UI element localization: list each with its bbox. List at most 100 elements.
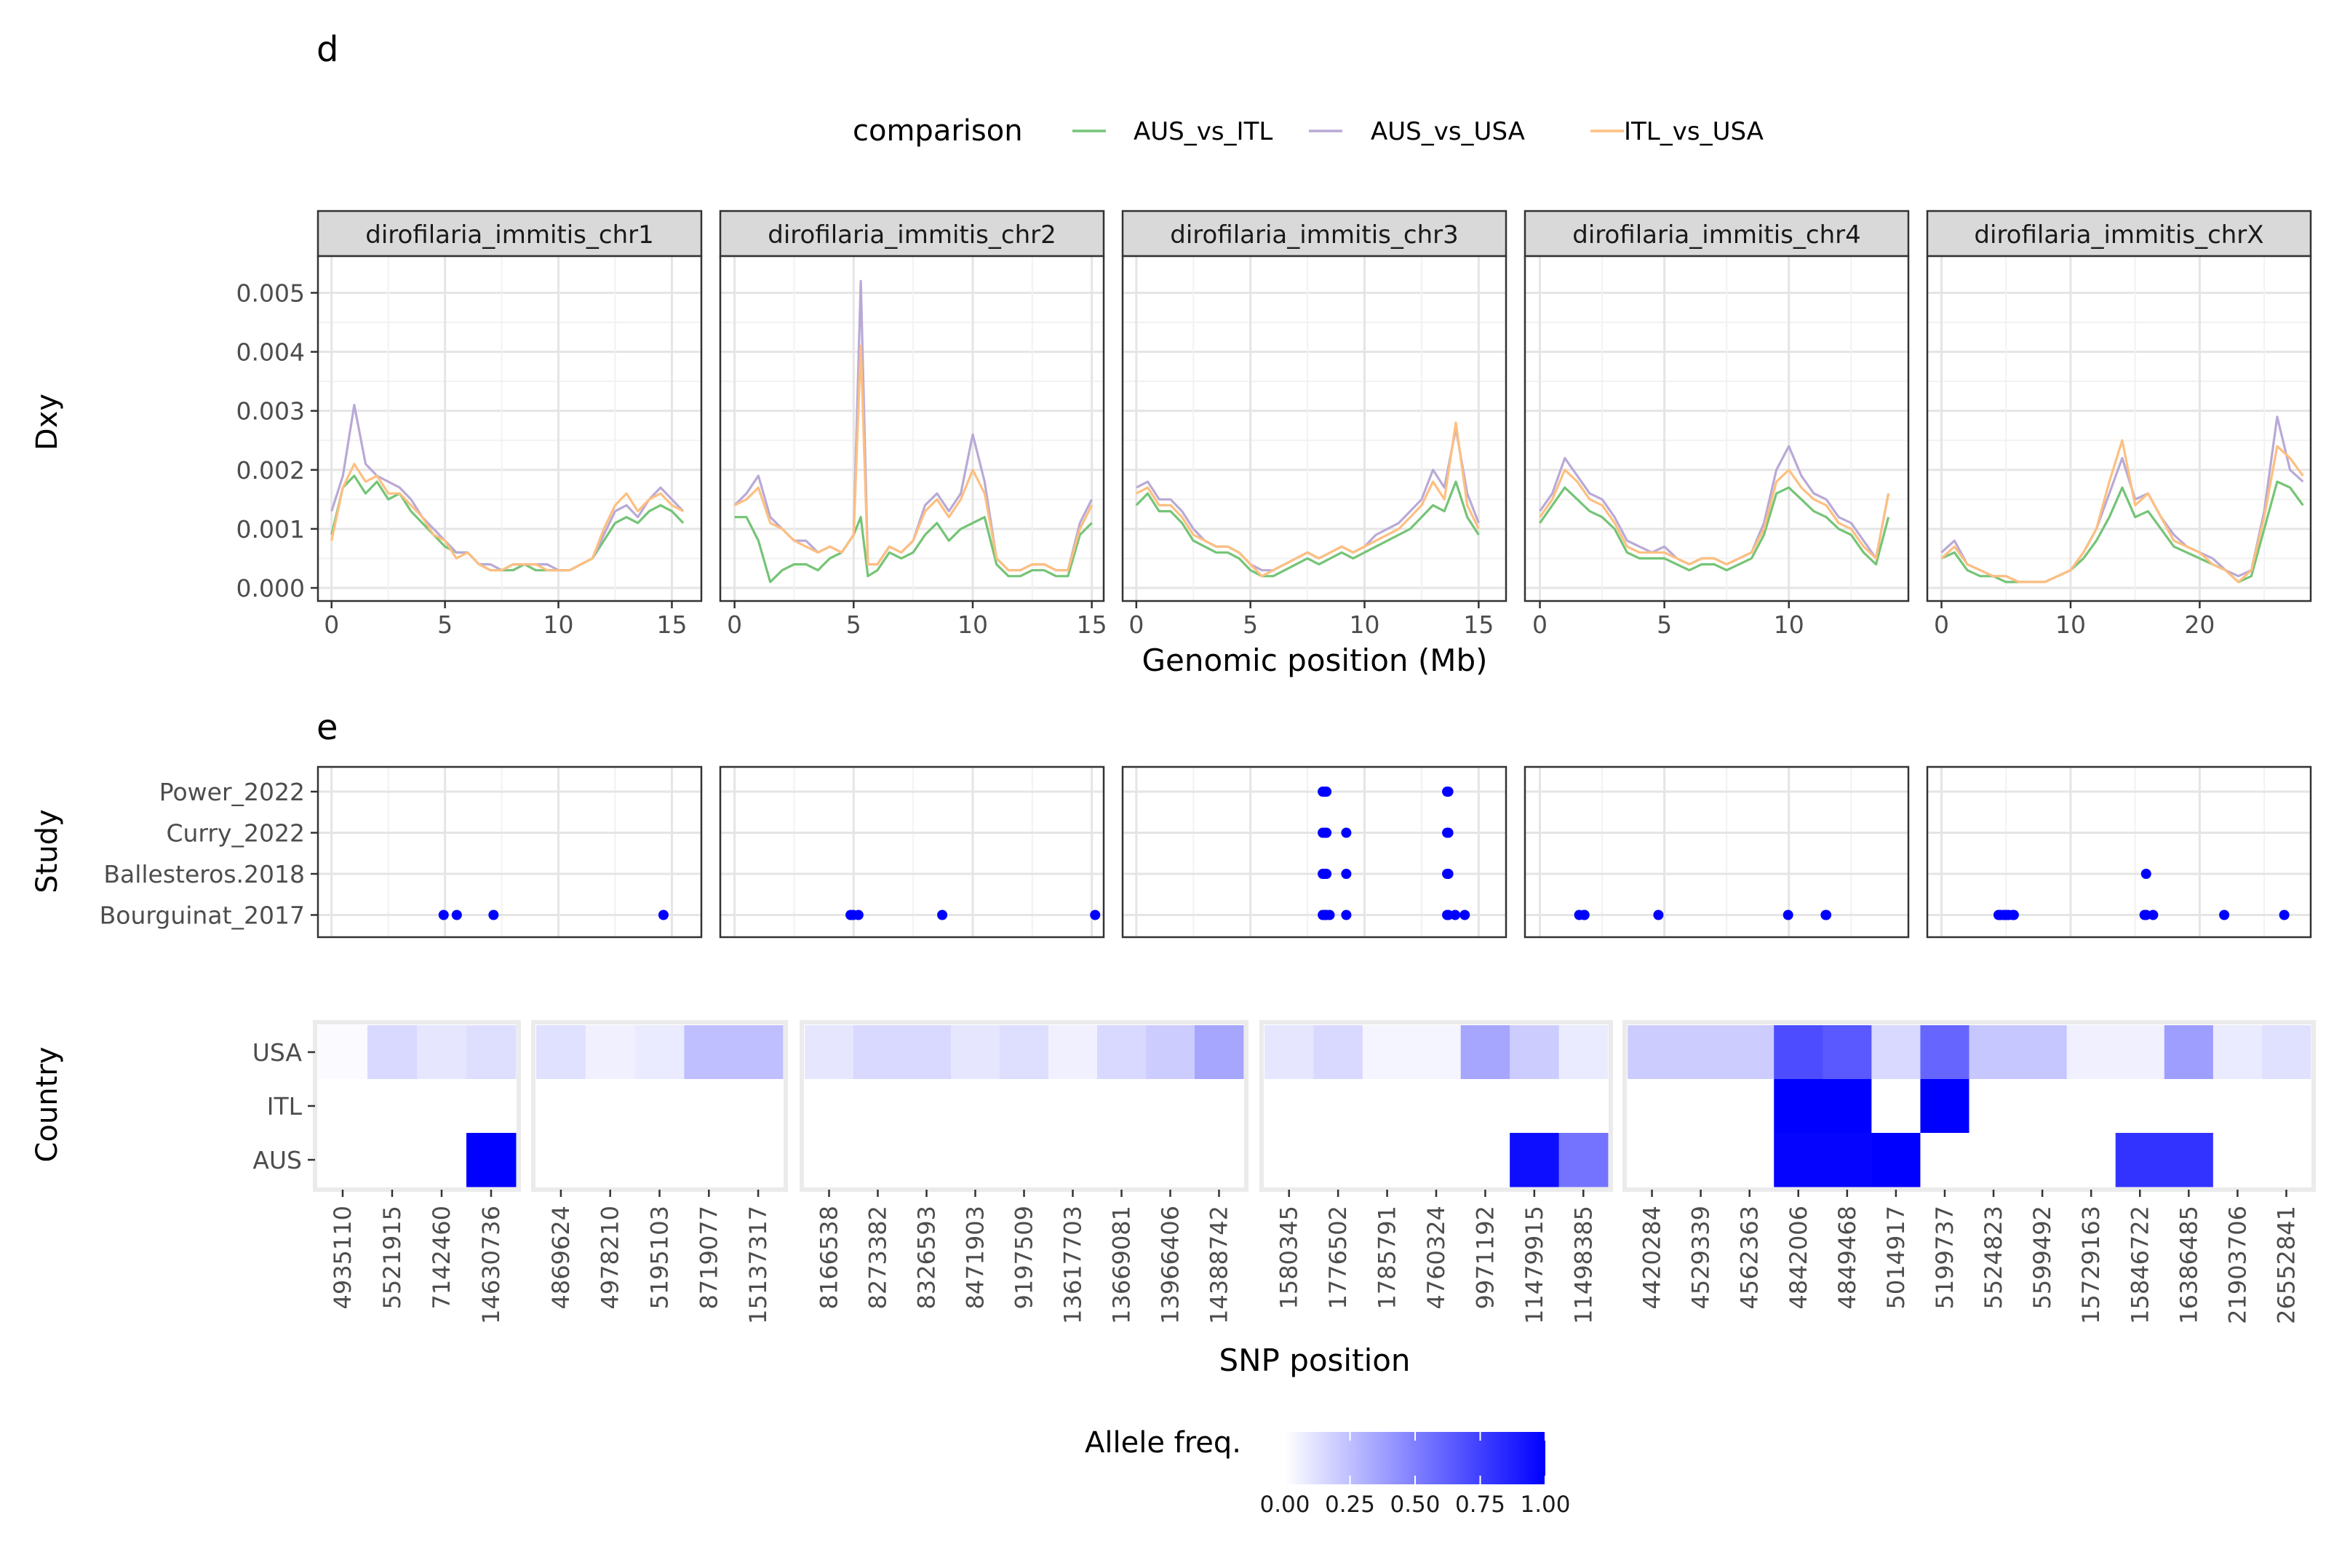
series-line-aus-vs-itl: [330, 474, 685, 572]
heatmap-cell: [684, 1133, 734, 1187]
snp-position-label: 15846722: [2126, 1206, 2154, 1324]
y-tick-label: 0.001: [236, 515, 305, 544]
plot-background: [1927, 767, 2311, 937]
heatmap-cell: [902, 1133, 952, 1187]
study-snp-point: [2140, 910, 2151, 920]
heatmap-cell: [367, 1079, 418, 1134]
heatmap-cell: [1774, 1079, 1823, 1134]
heatmap-cell: [902, 1025, 952, 1080]
heatmap-cell: [684, 1079, 734, 1134]
series-line-aus-vs-itl: [1940, 480, 2304, 584]
study-snp-point: [2279, 910, 2290, 920]
study-snp-point: [1321, 827, 1332, 838]
colorbar-tick-label: 0.50: [1390, 1492, 1440, 1518]
study-snp-point: [1341, 910, 1352, 920]
dxy-facet: dirofilaria_immitis_chr4 0 5 10: [1524, 210, 1910, 639]
study-snp-point: [1341, 827, 1352, 838]
heatmap-cell: [367, 1133, 418, 1187]
snp-position-label: 13966406: [1157, 1206, 1184, 1324]
heatmap-cell: [1000, 1079, 1049, 1134]
snp-position-label: 21903706: [2223, 1206, 2251, 1324]
heatmap-cell: [1264, 1079, 1314, 1134]
heatmap-facet: 4869624 4978210 5195103 8719077 15137317: [531, 1020, 788, 1324]
heatmap-facet: 1580345 1776502 1785791 4760324 9971192 11479…: [1259, 1020, 1613, 1324]
snp-position-label: 9197509: [1011, 1206, 1038, 1310]
heatmap-cell: [1920, 1079, 1969, 1134]
heatmap-cell: [1558, 1133, 1609, 1187]
heatmap-cell: [1146, 1079, 1195, 1134]
plot-background: [318, 256, 701, 601]
heatmap-cell: [2164, 1079, 2214, 1134]
heatmap-cell: [684, 1025, 734, 1080]
x-tick-label: 10: [1350, 610, 1380, 639]
country-axis-title: Country: [31, 1047, 64, 1163]
allele-freq-legend: Allele freq. 0.00 0.25 0.50 0.75 1.00: [1085, 1426, 1571, 1518]
study-snp-point: [1443, 827, 1454, 838]
heatmap-facet: 4420284 4529339 4562363 4842006 4849468 50149…: [1622, 1020, 2316, 1324]
heatmap-cell: [1871, 1079, 1921, 1134]
snp-position-label: 7142460: [428, 1206, 455, 1310]
study-snp-point: [1090, 910, 1101, 920]
x-tick-label: 5: [437, 610, 453, 639]
series-line-aus-vs-itl: [734, 516, 1093, 584]
heatmap-cell: [1460, 1079, 1510, 1134]
x-tick-label: 0: [1128, 610, 1144, 639]
x-tick-label: 20: [2184, 610, 2215, 639]
heatmap-cell: [585, 1079, 636, 1134]
snp-position-label: 4420284: [1638, 1206, 1666, 1310]
heatmap-cell: [1460, 1133, 1510, 1187]
facet-strip: [719, 210, 1105, 258]
snp-position-label: 4869624: [547, 1206, 575, 1310]
snp-position-label: 1580345: [1275, 1206, 1303, 1310]
country-tick-label: ITL: [267, 1092, 303, 1121]
snp-position-label: 15137317: [744, 1206, 772, 1324]
heatmap-cell: [417, 1079, 467, 1134]
heatmap-cell: [1558, 1025, 1609, 1080]
heatmap-cell: [1048, 1133, 1098, 1187]
dxy-axis-title: Dxy: [31, 394, 64, 450]
series-line-itl-vs-usa: [1539, 469, 1890, 566]
heatmap-cell: [1510, 1079, 1560, 1134]
snp-position-label: 14630736: [477, 1206, 505, 1324]
study-tick-label: Power_2022: [159, 778, 305, 806]
heatmap-cell: [1313, 1079, 1363, 1134]
panel-border: [1524, 765, 1910, 939]
heatmap-cell: [1097, 1025, 1147, 1080]
heatmap-cell: [1313, 1025, 1363, 1080]
heatmap-cell: [2261, 1025, 2311, 1080]
study-snp-point: [1450, 910, 1461, 920]
heatmap-cell: [1362, 1133, 1412, 1187]
heatmap-cell: [2115, 1133, 2165, 1187]
study-snp-point: [1341, 869, 1352, 879]
snp-position-label: 14388742: [1206, 1206, 1233, 1324]
facet-strip-label: dirofilaria_immitis_chr4: [1572, 220, 1861, 250]
heatmap-cell: [853, 1025, 903, 1080]
heatmap-cell: [1146, 1025, 1195, 1080]
heatmap-cell: [1871, 1025, 1921, 1080]
heatmap-cell: [1774, 1133, 1823, 1187]
genomic-position-axis-title: Genomic position (Mb): [1142, 642, 1487, 678]
panel-border: [719, 255, 1105, 602]
plot-background: [1525, 256, 1908, 601]
snp-position-label: 4562363: [1736, 1206, 1764, 1310]
series-line-itl-vs-usa: [1940, 439, 2304, 584]
plot-background: [1123, 256, 1506, 601]
heatmap-cell: [1510, 1133, 1560, 1187]
heatmap-cell: [1628, 1133, 1677, 1187]
x-tick-label: 15: [1463, 610, 1494, 639]
allele-heatmap-panels: 4935110 5521915 7142460 14630736 USA ITL AUS 48…: [252, 1020, 2316, 1324]
heatmap-cell: [1195, 1025, 1244, 1080]
snp-position-axis-title: SNP position: [1219, 1342, 1410, 1378]
country-tick-label: USA: [252, 1038, 303, 1067]
heatmap-cell: [2212, 1079, 2263, 1134]
plot-background: [318, 767, 701, 937]
heatmap-cell: [367, 1025, 418, 1080]
study-tick-label: Bourguinat_2017: [100, 902, 305, 930]
colorbar-tick-label: 0.25: [1325, 1492, 1375, 1518]
heatmap-cell: [2212, 1025, 2263, 1080]
heatmap-cell: [466, 1025, 517, 1080]
study-snp-point: [2008, 910, 2019, 920]
study-snp-point: [1321, 787, 1332, 797]
heatmap-cell: [2018, 1133, 2068, 1187]
heatmap-cell: [1725, 1025, 1775, 1080]
